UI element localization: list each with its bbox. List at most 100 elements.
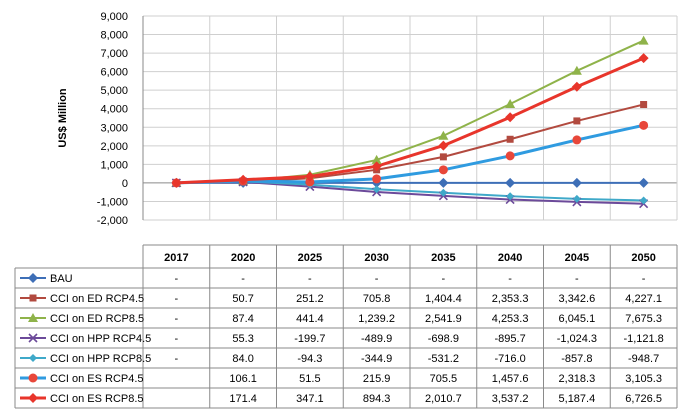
data-point (371, 154, 382, 164)
data-label: -531.2 (428, 353, 459, 365)
series-lines (176, 39, 645, 205)
data-label: -698.9 (428, 333, 459, 345)
data-point (506, 135, 514, 143)
data-label: 6,726.5 (625, 393, 662, 405)
data-label: 106.1 (229, 373, 257, 385)
data-label: - (642, 273, 646, 285)
x-tick-label: 2017 (164, 252, 188, 264)
data-label: 84.0 (232, 353, 253, 365)
x-tick-label: 2045 (565, 252, 589, 264)
data-label: 4,253.3 (492, 313, 529, 325)
data-point (171, 177, 182, 188)
data-label: -948.7 (628, 353, 659, 365)
y-tick-label: 2,000 (100, 141, 128, 153)
legend-marker (28, 373, 38, 383)
data-label: -857.8 (561, 353, 592, 365)
data-label: 1,239.2 (358, 313, 395, 325)
y-tick-label: 7,000 (100, 48, 128, 60)
y-tick-label: -1,000 (97, 196, 128, 208)
data-point (304, 171, 315, 182)
series-markers (171, 35, 649, 209)
data-label: - (175, 273, 179, 285)
data-label: 171.4 (229, 393, 257, 405)
data-point (439, 188, 448, 197)
data-label: -94.3 (297, 353, 322, 365)
data-label: 5,187.4 (559, 393, 596, 405)
legend-label: CCI on HPP RCP4.5 (50, 333, 151, 345)
data-label: - (308, 273, 312, 285)
y-tick-label: 8,000 (100, 30, 128, 42)
data-label: 1,404.4 (425, 293, 462, 305)
data-label: 215.9 (363, 373, 391, 385)
data-label: -1,121.8 (623, 333, 663, 345)
x-tick-label: 2035 (431, 252, 455, 264)
series-line (176, 123, 644, 185)
legend-label: CCI on ED RCP4.5 (50, 293, 144, 305)
data-label: 2,541.9 (425, 313, 462, 325)
legend-label: BAU (50, 273, 73, 285)
data-label: -716.0 (495, 353, 526, 365)
y-tick-label: 9,000 (100, 11, 128, 23)
y-tick-label: 0 (122, 178, 128, 190)
data-point (438, 177, 449, 188)
data-point (372, 174, 382, 184)
data-point (505, 151, 515, 161)
x-tick-label: 2020 (231, 252, 255, 264)
data-label: 50.7 (232, 293, 253, 305)
legend-label: CCI on ED RCP8.5 (50, 313, 144, 325)
data-label: 251.2 (296, 293, 324, 305)
data-point (505, 99, 516, 109)
y-tick-label: 5,000 (100, 85, 128, 97)
data-label: 441.4 (296, 313, 324, 325)
y-tick-label: -2,000 (97, 215, 128, 227)
data-label: 3,342.6 (559, 293, 596, 305)
legend-marker (28, 393, 38, 403)
legend-label: CCI on ES RCP8.5 (50, 393, 144, 405)
data-point (573, 117, 581, 125)
data-label: 55.3 (232, 333, 253, 345)
data-label: 2,010.7 (425, 393, 462, 405)
data-label: -489.9 (361, 333, 392, 345)
legend-marker (28, 313, 38, 322)
data-point (639, 196, 648, 205)
data-point (571, 177, 582, 188)
y-tick-label: 1,000 (100, 159, 128, 171)
x-tick-label: 2025 (298, 252, 322, 264)
data-label: 894.3 (363, 393, 391, 405)
data-label: - (175, 333, 179, 345)
data-point (305, 177, 315, 187)
legend-marker (29, 294, 37, 302)
data-label: 2,318.3 (559, 373, 596, 385)
data-label: 3,105.3 (625, 373, 662, 385)
data-label: 4,227.1 (625, 293, 662, 305)
data-label: - (442, 273, 446, 285)
legend-marker (28, 273, 38, 283)
data-label: 705.8 (363, 293, 391, 305)
x-tick-label: 2030 (364, 252, 388, 264)
data-label: 347.1 (296, 393, 324, 405)
data-label: - (575, 273, 579, 285)
y-tick-label: 6,000 (100, 67, 128, 79)
data-point (505, 177, 516, 188)
data-table: 2017 2020 2025 2030 2035 2040 2045 2050 BAU - - - - -… (14, 244, 678, 409)
data-label: 1,457.6 (492, 373, 529, 385)
data-label: -344.9 (361, 353, 392, 365)
legend-marker (29, 354, 37, 362)
data-label: -895.7 (495, 333, 526, 345)
y-axis-label: US$ Million (57, 88, 69, 148)
data-point (371, 161, 382, 172)
data-label: 7,675.3 (625, 313, 662, 325)
data-label: - (175, 293, 179, 305)
x-tick-label: 2040 (498, 252, 522, 264)
data-point (571, 65, 582, 75)
data-point (438, 130, 449, 140)
data-point (238, 174, 249, 185)
data-point (640, 101, 648, 109)
legend-marker (28, 333, 38, 343)
data-label: - (241, 273, 245, 285)
y-axis-tick-labels: 9,000 8,000 7,000 6,000 5,000 4,000 3,000 2,000… (97, 11, 128, 227)
data-point (639, 120, 649, 130)
data-label: - (508, 273, 512, 285)
data-label: 51.5 (299, 373, 320, 385)
data-point (438, 165, 448, 175)
